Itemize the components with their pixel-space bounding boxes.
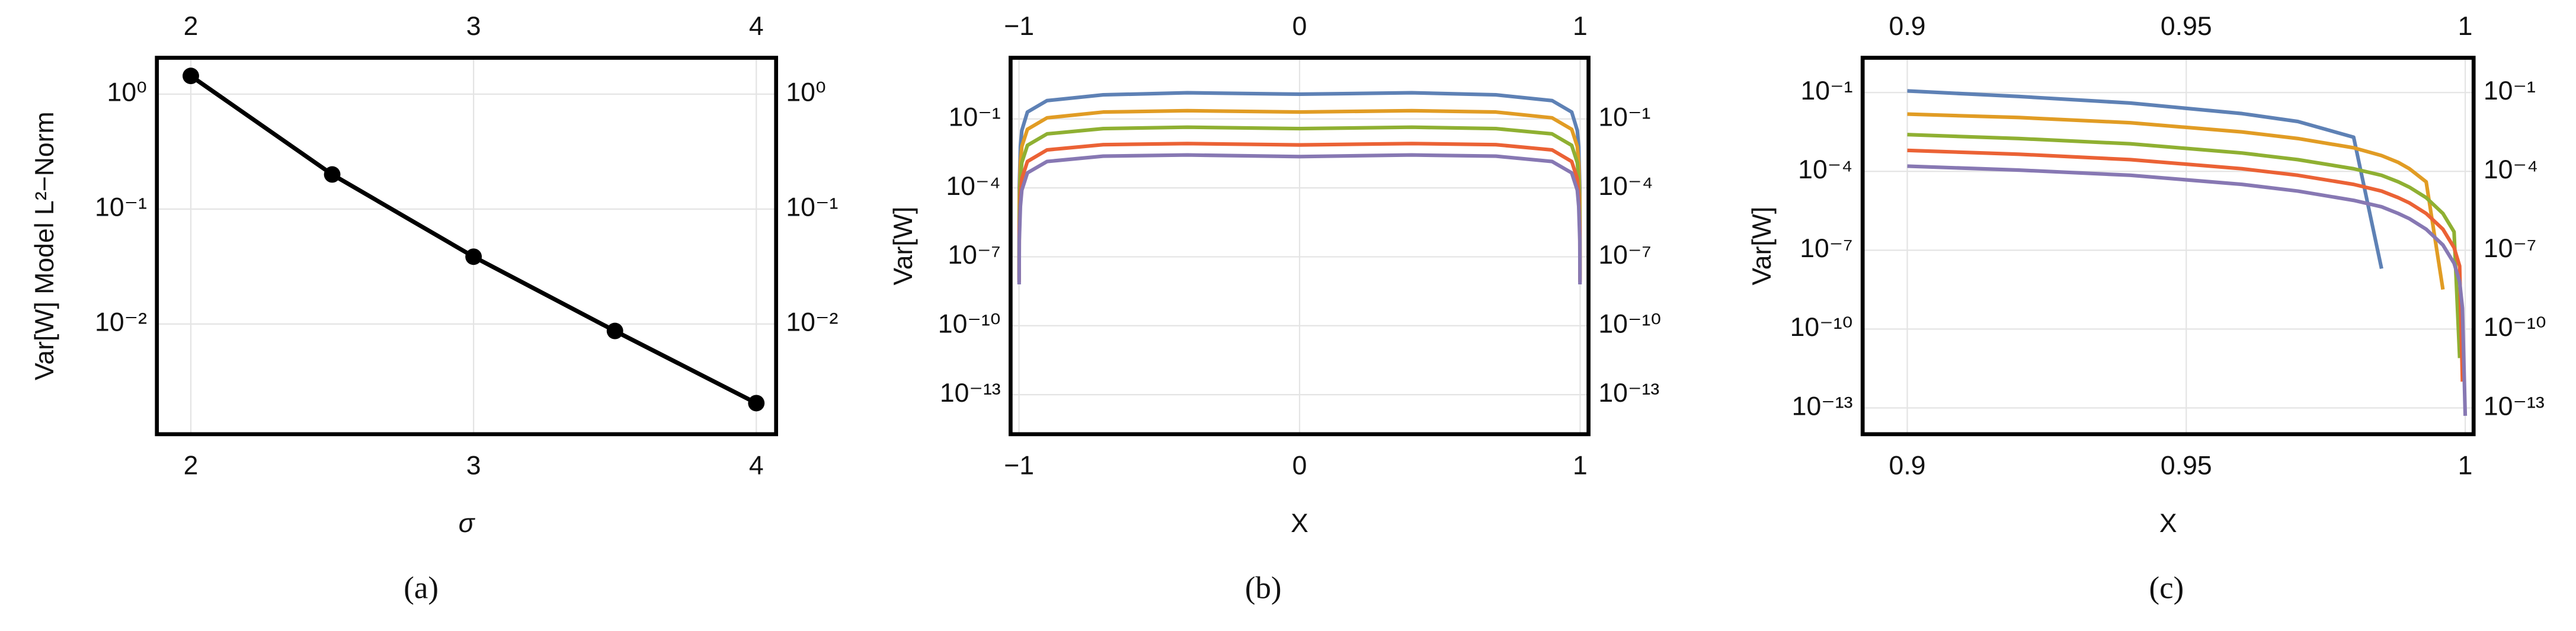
- series-line: [1017, 153, 1582, 285]
- y-tick-label-right: 10⁻¹³: [2484, 392, 2545, 421]
- x-tick-label: 1: [2458, 451, 2473, 480]
- x-tick-label: −1: [1004, 451, 1034, 480]
- series-line: [1907, 89, 2383, 269]
- y-axis-label: Var[W]: [1748, 207, 1777, 286]
- data-point: [465, 248, 482, 265]
- y-tick-label-right: 10⁻¹: [1598, 103, 1650, 132]
- x-tick-label: 3: [466, 451, 481, 480]
- caption: (a): [404, 571, 439, 606]
- series-line: [1017, 91, 1582, 276]
- data-point: [606, 322, 623, 339]
- x-tick-label-top: 0: [1292, 12, 1307, 41]
- plot-frame: [1860, 56, 2476, 437]
- y-tick-label: 10⁻¹⁰: [938, 310, 1001, 339]
- y-tick-label-right: 10⁻⁷: [1598, 241, 1651, 270]
- x-axis-label: σ: [459, 509, 476, 538]
- plot-frame: [1009, 56, 1591, 437]
- series-line: [1907, 112, 2445, 290]
- y-tick-label-right: 10⁻²: [786, 308, 838, 337]
- x-tick-label-top: 0.95: [2161, 12, 2212, 41]
- series-line: [1017, 125, 1582, 280]
- y-tick-label-right: 10⁻¹⁰: [2484, 313, 2546, 342]
- y-tick-label: 10⁻⁷: [1800, 234, 1852, 263]
- y-tick-label-right: 10⁻⁴: [2484, 155, 2538, 184]
- x-tick-label: 0: [1292, 451, 1307, 480]
- series-line: [1017, 108, 1582, 278]
- y-tick-label: 10⁻²: [95, 308, 147, 337]
- x-tick-label: 4: [749, 451, 764, 480]
- y-tick-label: 10⁻¹⁰: [1790, 313, 1853, 342]
- y-tick-label-right: 10⁻⁴: [1598, 172, 1653, 201]
- y-tick-label-right: 10⁻¹: [2484, 76, 2536, 105]
- y-tick-label: 10⁻¹³: [940, 379, 1001, 408]
- x-tick-label-top: 1: [1573, 12, 1588, 41]
- plot-frame: [155, 56, 779, 437]
- x-tick-label-top: 2: [184, 12, 199, 41]
- y-tick-label: 10⁻⁴: [946, 172, 1000, 201]
- caption: (b): [1245, 571, 1282, 606]
- x-tick-label-top: 3: [466, 12, 481, 41]
- x-axis-label: X: [1291, 509, 1308, 538]
- data-point: [183, 68, 199, 85]
- y-tick-label: 10⁻⁷: [948, 241, 1000, 270]
- x-tick-label: 0.9: [1889, 451, 1926, 480]
- y-tick-label: 10⁻¹: [95, 193, 147, 222]
- y-tick-label: 10⁻⁴: [1798, 155, 1852, 184]
- y-tick-label: 10⁻¹: [949, 103, 1001, 132]
- y-tick-label-right: 10⁻¹: [786, 193, 838, 222]
- x-axis-label: X: [2159, 509, 2177, 538]
- y-tick-label-right: 10⁻⁷: [2484, 234, 2536, 263]
- data-point: [324, 166, 341, 183]
- y-tick-label: 10⁻¹: [1801, 76, 1853, 105]
- y-tick-label: 10⁻¹³: [1792, 392, 1853, 421]
- x-tick-label-top: 0.9: [1889, 12, 1926, 41]
- y-tick-label-right: 10⁰: [786, 78, 825, 107]
- series-line: [1907, 133, 2462, 358]
- caption: (c): [2149, 571, 2184, 606]
- x-tick-label: 0.95: [2161, 451, 2212, 480]
- series-line: [1017, 142, 1582, 283]
- y-tick-label-right: 10⁻¹³: [1598, 379, 1659, 408]
- x-tick-label: 1: [1573, 451, 1588, 480]
- y-axis-label: Var[W] Model L²−Norm: [30, 111, 59, 380]
- x-tick-label-top: 4: [749, 12, 764, 41]
- x-tick-label: 2: [184, 451, 199, 480]
- y-axis-label: Var[W]: [889, 207, 918, 286]
- series-line: [1907, 164, 2468, 416]
- data-point: [748, 395, 765, 412]
- x-tick-label-top: −1: [1004, 12, 1034, 41]
- y-tick-label: 10⁰: [107, 78, 147, 107]
- series-line: [1907, 148, 2465, 382]
- x-tick-label-top: 1: [2458, 12, 2473, 41]
- y-tick-label-right: 10⁻¹⁰: [1598, 310, 1661, 339]
